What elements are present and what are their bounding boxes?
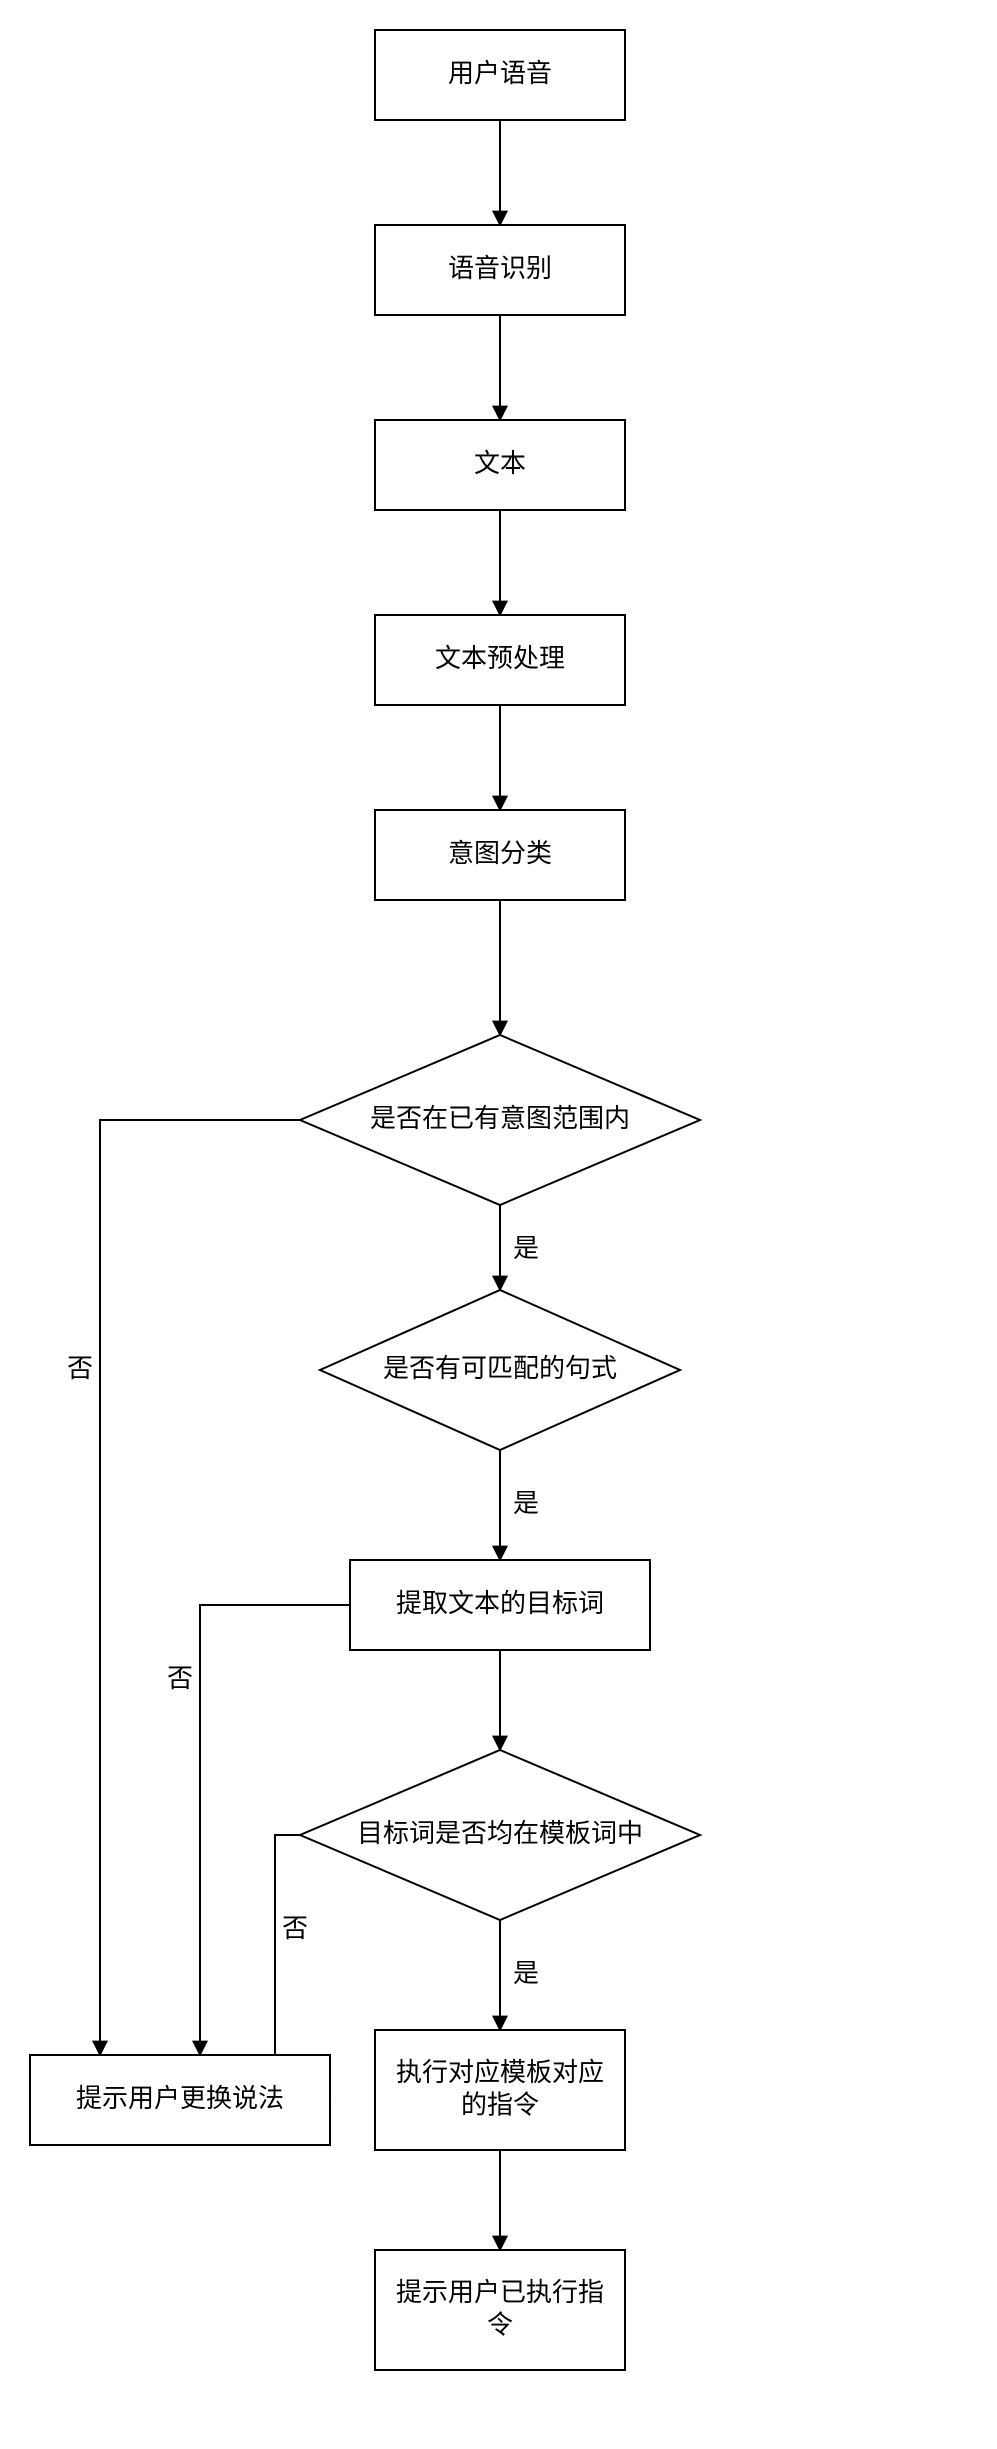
edge-label-d3-n9: 否 xyxy=(282,1913,308,1943)
node-n2: 语音识别 xyxy=(375,225,625,315)
node-label-n3: 文本 xyxy=(474,448,526,478)
node-n1: 用户语音 xyxy=(375,30,625,120)
node-n5: 意图分类 xyxy=(375,810,625,900)
node-n8: 提示用户已执行指令 xyxy=(375,2250,625,2370)
node-label-d2: 是否有可匹配的句式 xyxy=(383,1353,617,1383)
node-label-n6: 提取文本的目标词 xyxy=(396,1588,604,1618)
edge-label-d2-n6: 是 xyxy=(513,1488,539,1518)
flowchart-svg: 是是是否否否用户语音语音识别文本文本预处理意图分类是否在已有意图范围内是否有可匹… xyxy=(0,0,997,2449)
edge-label-d1-d2: 是 xyxy=(513,1233,539,1263)
node-label-d1: 是否在已有意图范围内 xyxy=(370,1103,630,1133)
node-d2: 是否有可匹配的句式 xyxy=(320,1290,680,1450)
node-d3: 目标词是否均在模板词中 xyxy=(300,1750,700,1920)
node-label-n2: 语音识别 xyxy=(448,253,552,283)
node-n4: 文本预处理 xyxy=(375,615,625,705)
node-label-n4: 文本预处理 xyxy=(435,643,565,673)
node-n6: 提取文本的目标词 xyxy=(350,1560,650,1650)
node-label-n5: 意图分类 xyxy=(448,838,552,868)
edge-label-d1-n9: 否 xyxy=(67,1353,93,1383)
node-label-n9: 提示用户更换说法 xyxy=(76,2083,284,2113)
edge-label-n6-n9: 否 xyxy=(167,1663,193,1693)
edge-label-d3-n7: 是 xyxy=(513,1958,539,1988)
node-label-n1: 用户语音 xyxy=(448,58,552,88)
node-label-d3: 目标词是否均在模板词中 xyxy=(357,1818,643,1848)
node-n9: 提示用户更换说法 xyxy=(30,2055,330,2145)
node-n7: 执行对应模板对应的指令 xyxy=(375,2030,625,2150)
node-d1: 是否在已有意图范围内 xyxy=(300,1035,700,1205)
node-n3: 文本 xyxy=(375,420,625,510)
